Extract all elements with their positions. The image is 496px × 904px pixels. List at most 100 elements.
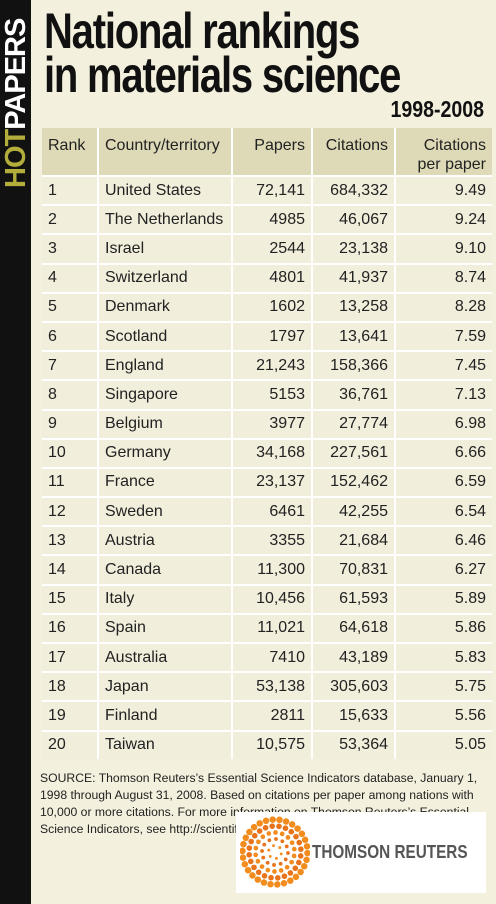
table-cell: 684,332 — [311, 174, 395, 206]
table-cell: 8.74 — [394, 262, 492, 293]
table-cell: 5 — [42, 291, 98, 322]
table-cell: 11 — [42, 466, 98, 498]
logo-dot — [253, 852, 259, 858]
table-cell: 23,137 — [231, 466, 312, 498]
table-cell: 1797 — [231, 320, 312, 352]
logo-dot — [298, 830, 306, 838]
table-cell: 13 — [42, 525, 98, 556]
table-row: 5 Denmark 1602 13,258 8.28 — [42, 291, 492, 322]
table-cell: Scotland — [97, 320, 232, 352]
table-row: 20 Taiwan 10,575 53,364 5.05 — [42, 729, 492, 759]
table-cell: 6.59 — [394, 466, 492, 498]
table-row: 14 Canada 11,300 70,831 6.27 — [42, 554, 492, 585]
logo-dot — [291, 846, 297, 852]
table-cell: 10,456 — [231, 583, 312, 614]
table-row: 8 Singapore 5153 36,761 7.13 — [42, 379, 492, 410]
table-cell: 10,575 — [231, 729, 312, 759]
logo-dot — [284, 844, 289, 849]
logo-dot — [279, 852, 283, 856]
logo-dot — [255, 858, 261, 864]
logo-dot — [287, 870, 294, 876]
logo-dot — [293, 833, 299, 840]
table-cell: 21,684 — [311, 525, 395, 556]
table-cell: England — [97, 350, 232, 381]
table-cell: 3355 — [231, 525, 312, 556]
table-cell: 3 — [42, 233, 98, 264]
table-cell: 4801 — [231, 262, 312, 293]
table-cell: 1 — [42, 174, 98, 206]
logo-dot — [289, 840, 295, 846]
table-cell: 6.27 — [394, 554, 492, 585]
header-row: Rank Country/territory Papers Citations Cita… — [42, 128, 492, 176]
table-body: 1 United States 72,141 684,332 9.49 2 The Neth… — [42, 174, 492, 759]
logo-dot — [248, 838, 255, 845]
table-cell: 9.49 — [394, 174, 492, 206]
table-row: 13 Austria 3355 21,684 6.46 — [42, 525, 492, 556]
logo-dot — [303, 856, 310, 864]
logo-dot — [242, 834, 250, 842]
table-cell: Italy — [97, 583, 232, 614]
logo-dot — [267, 880, 274, 888]
logo-dot — [296, 839, 303, 846]
logo-dot — [283, 857, 288, 862]
table-row: 3 Israel 2544 23,138 9.10 — [42, 233, 492, 264]
sidebar-hot: HOT — [0, 129, 32, 188]
table-cell: 14 — [42, 554, 98, 585]
logo-dot — [267, 838, 272, 843]
table-cell: Sweden — [97, 496, 232, 527]
logo-dot — [288, 828, 295, 835]
logo-dot — [275, 875, 281, 881]
logo-dot — [265, 860, 270, 865]
logo-dot — [260, 879, 268, 886]
logo-dot — [279, 831, 285, 837]
logo-dot — [268, 874, 274, 881]
logo-dot — [246, 845, 253, 851]
logo-mark — [240, 816, 310, 888]
table-cell: 27,774 — [311, 408, 395, 439]
logo-dot — [274, 837, 278, 841]
logo-dot — [262, 842, 267, 847]
table-row: 19 Finland 2811 15,633 5.56 — [42, 700, 492, 731]
logo-dot — [246, 852, 252, 858]
table-cell: France — [97, 466, 232, 498]
logo-dot — [255, 869, 262, 876]
logo-dot — [265, 867, 271, 873]
table-cell: 6.98 — [394, 408, 492, 439]
logo-dot — [285, 835, 291, 840]
table-cell: Austria — [97, 525, 232, 556]
logo-dot — [282, 825, 289, 832]
logo-dot — [256, 820, 263, 827]
logo-dot — [280, 839, 285, 844]
table-cell: Singapore — [97, 379, 232, 410]
table-cell: 9 — [42, 408, 98, 439]
table-cell: 5.05 — [394, 729, 492, 759]
table-cell: 53,138 — [231, 671, 312, 702]
logo-dot — [276, 823, 282, 830]
logo-dot — [274, 856, 278, 860]
table-row: 1 United States 72,141 684,332 9.49 — [42, 174, 492, 206]
table-cell: Germany — [97, 437, 232, 468]
table-cell: 43,189 — [311, 641, 395, 673]
rankings-table: Rank Country/territory Papers Citations Cita… — [42, 128, 492, 759]
logo-dot — [272, 863, 276, 867]
column-header: Rank — [42, 128, 98, 176]
table-cell: 5.86 — [394, 612, 492, 643]
logo-dot — [259, 864, 265, 869]
logo-dot — [246, 828, 253, 836]
logo-dot — [241, 860, 249, 868]
logo-dot — [291, 853, 297, 859]
table-row: 9 Belgium 3977 27,774 6.98 — [42, 408, 492, 439]
logo-dot — [278, 868, 284, 873]
table-cell: 7.13 — [394, 379, 492, 410]
table-cell: 15 — [42, 583, 98, 614]
table-cell: 13,258 — [311, 291, 395, 322]
column-header: Papers — [231, 128, 312, 176]
logo-dot — [288, 821, 296, 828]
logo-dot — [240, 847, 246, 855]
table-cell: 158,366 — [311, 350, 395, 381]
logo-dot — [294, 825, 301, 832]
logo-dot — [297, 868, 304, 876]
table-row: 6 Scotland 1797 13,641 7.59 — [42, 320, 492, 352]
table-cell: 19 — [42, 700, 98, 731]
